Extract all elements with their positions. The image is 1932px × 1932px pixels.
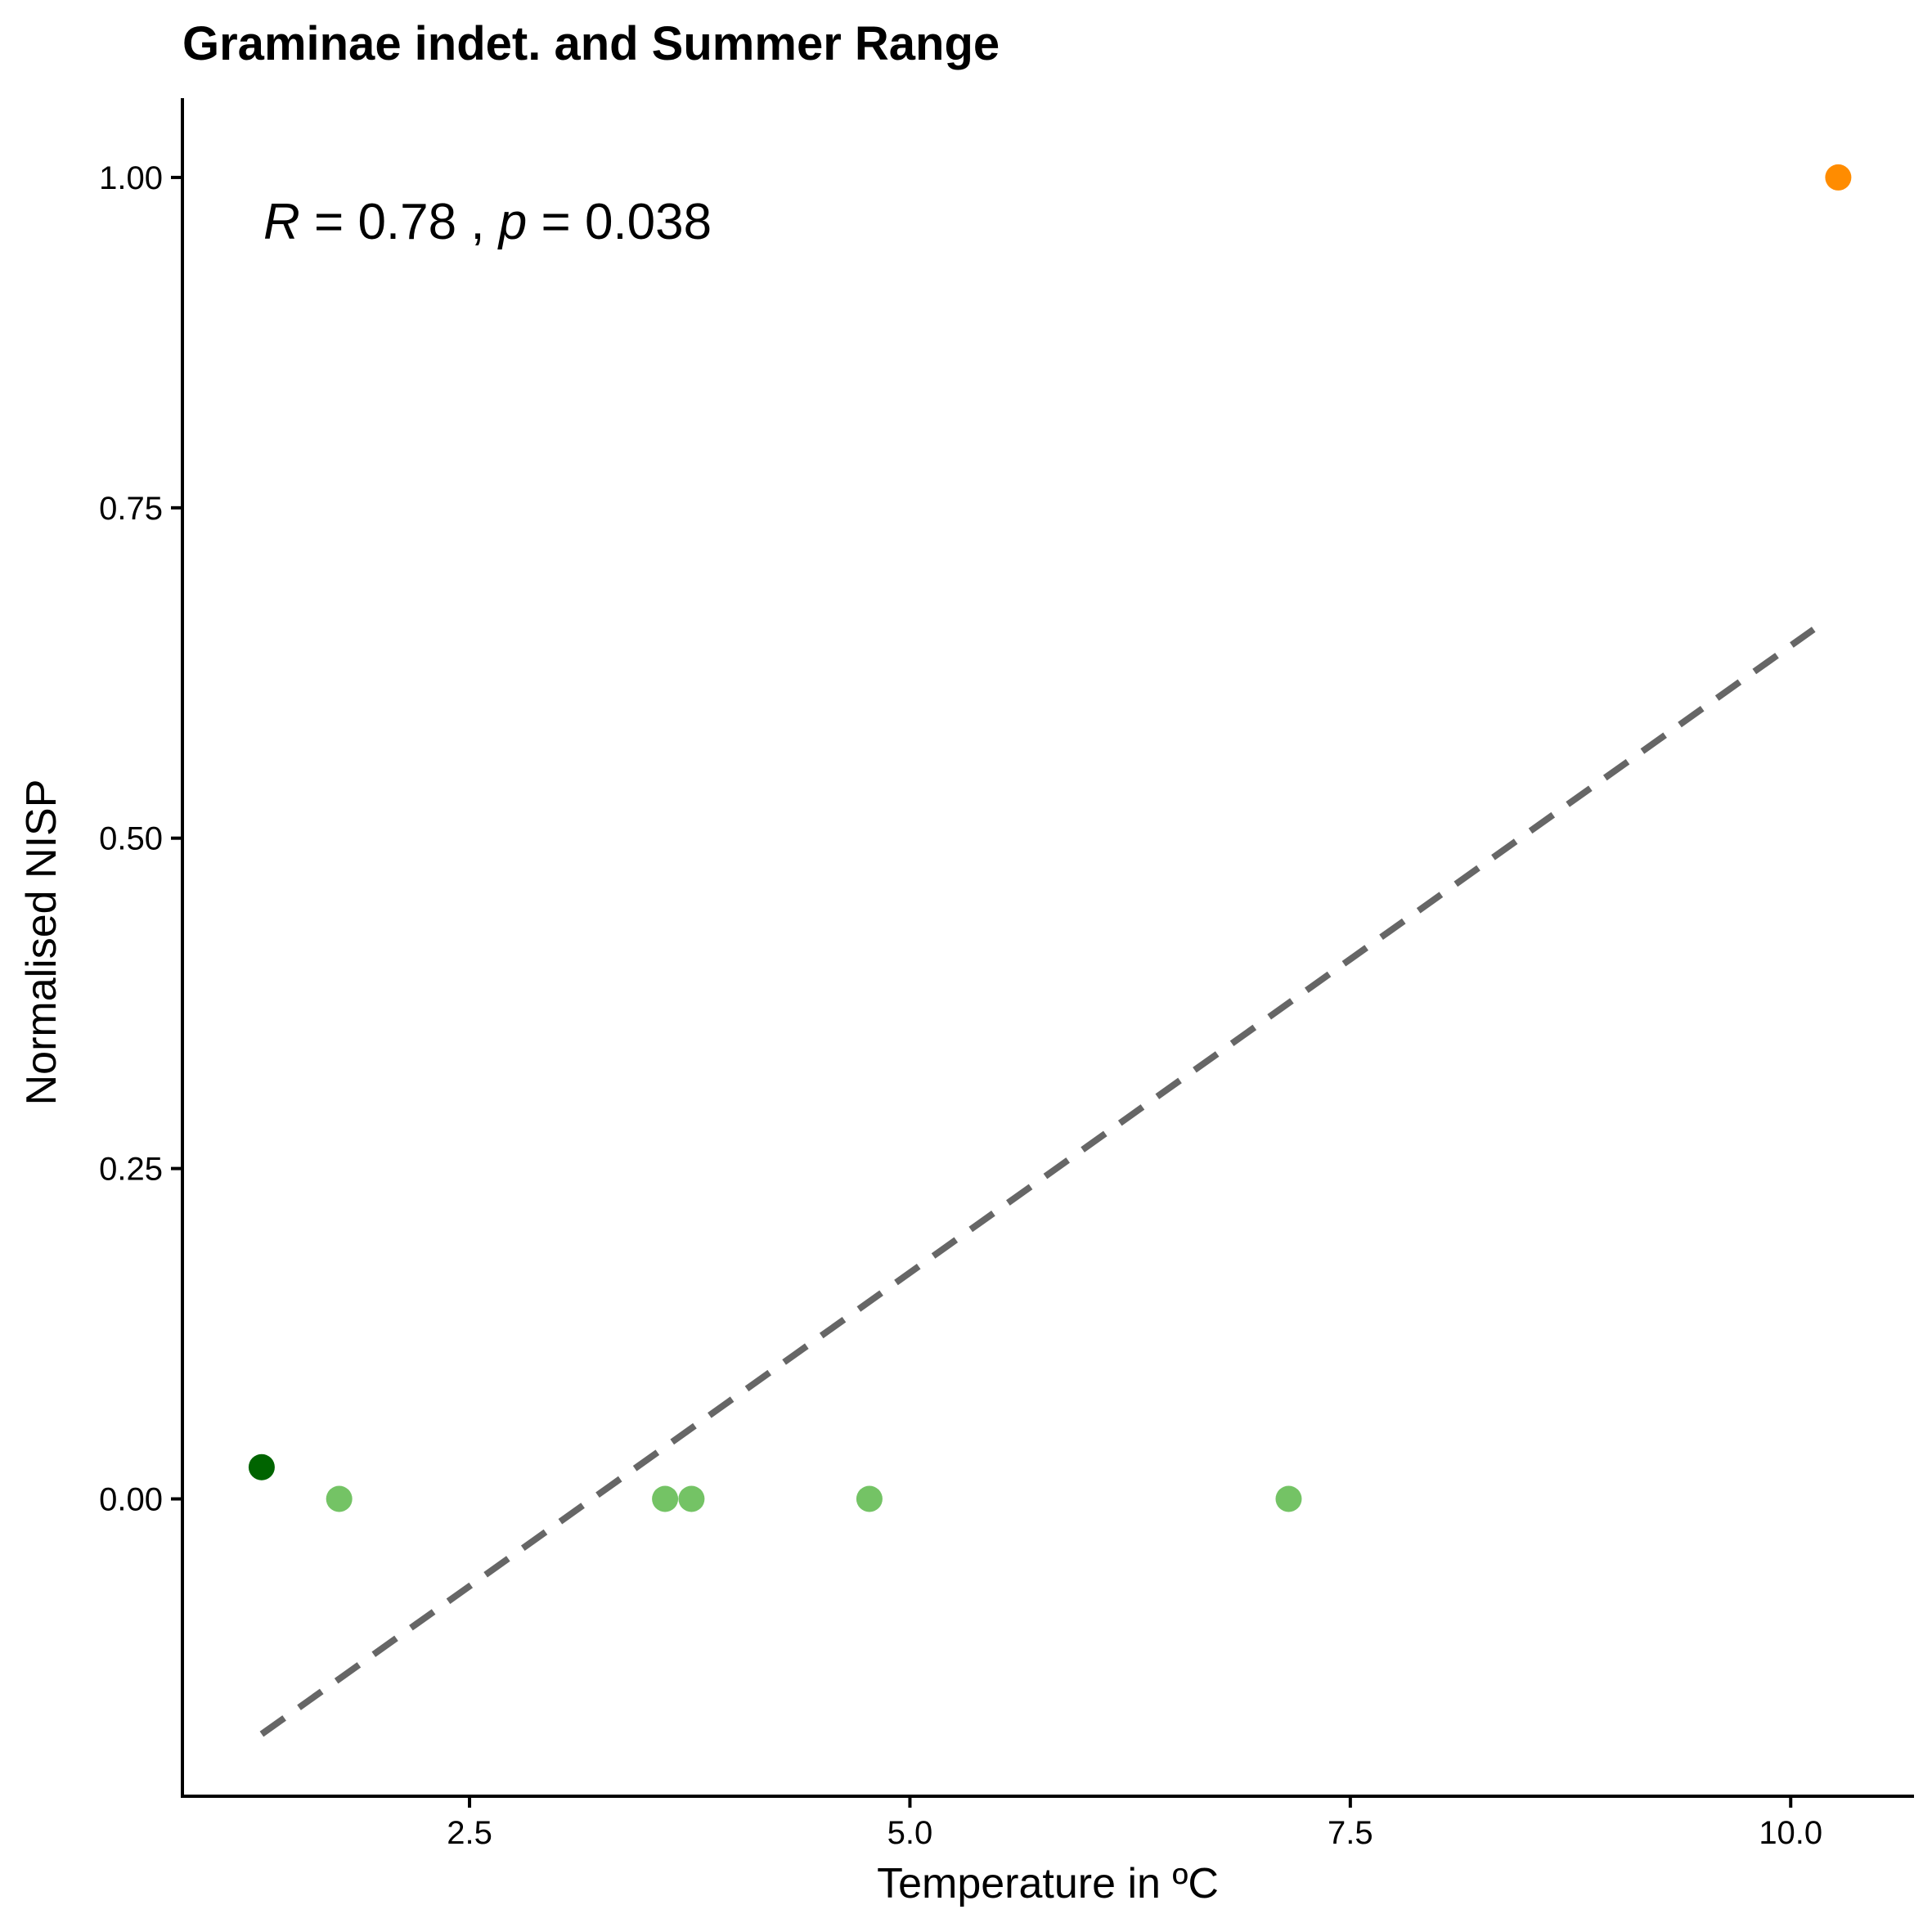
data-point bbox=[248, 1453, 275, 1480]
x-tick-label: 7.5 bbox=[1328, 1815, 1373, 1851]
x-tick-label: 5.0 bbox=[887, 1815, 933, 1851]
y-axis-label: Normalised NISP bbox=[18, 780, 65, 1106]
chart-title: Graminae indet. and Summer Range bbox=[182, 17, 1000, 70]
x-tick-label: 10.0 bbox=[1759, 1815, 1822, 1851]
x-axis-ticks: 2.5 5.0 7.5 10.0 bbox=[447, 1796, 1822, 1851]
y-tick-label: 0.00 bbox=[99, 1481, 163, 1517]
y-axis-ticks: 0.00 0.25 0.50 0.75 1.00 bbox=[99, 160, 182, 1517]
y-tick-label: 0.25 bbox=[99, 1152, 163, 1188]
data-point bbox=[678, 1485, 705, 1512]
y-tick-label: 0.75 bbox=[99, 491, 163, 527]
data-point bbox=[1275, 1485, 1302, 1512]
r-symbol: R bbox=[263, 194, 300, 250]
x-axis-label: Temperature in ºC bbox=[877, 1860, 1219, 1907]
p-symbol: p bbox=[497, 194, 527, 250]
data-point bbox=[652, 1485, 679, 1512]
r-value: = 0.78 , bbox=[300, 194, 499, 250]
data-point bbox=[856, 1485, 883, 1512]
p-value: = 0.038 bbox=[527, 194, 712, 250]
data-points bbox=[248, 164, 1852, 1512]
plot-area: 0.00 0.25 0.50 0.75 1.00 2.5 5.0 7.5 10.0 R = 0… bbox=[99, 98, 1914, 1851]
correlation-annotation: R = 0.78 , p = 0.038 bbox=[263, 194, 712, 250]
data-point bbox=[1825, 164, 1852, 191]
data-point bbox=[326, 1485, 353, 1512]
x-tick-label: 2.5 bbox=[447, 1815, 492, 1851]
trend-line bbox=[259, 627, 1816, 1737]
y-tick-label: 1.00 bbox=[99, 160, 163, 196]
y-tick-label: 0.50 bbox=[99, 821, 163, 857]
